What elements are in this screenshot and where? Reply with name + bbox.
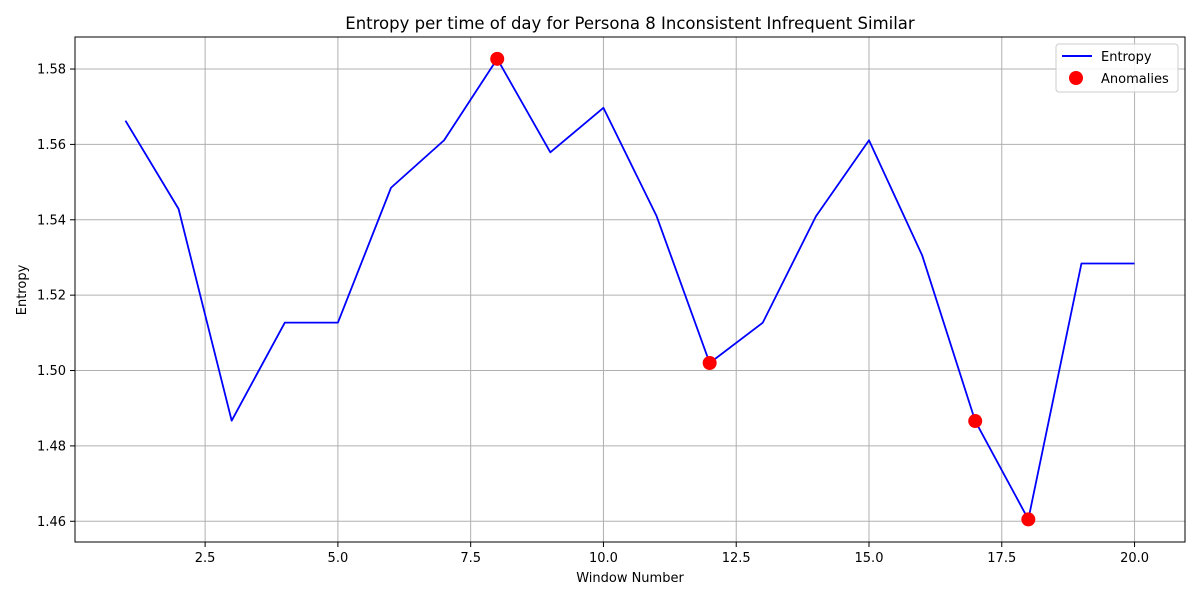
legend: Entropy Anomalies — [1055, 43, 1179, 93]
entropy-line — [124, 57, 1135, 521]
plot-frame — [74, 36, 1186, 543]
x-tick-label: 10.0 — [589, 551, 618, 566]
legend-entropy-label: Entropy — [1101, 50, 1152, 65]
legend-anomalies-label: Anomalies — [1101, 72, 1169, 87]
x-tick-label: 2.5 — [195, 551, 216, 566]
anomaly-point — [1021, 512, 1036, 527]
x-tick-label: 12.5 — [722, 551, 751, 566]
y-axis-title: Entropy — [15, 264, 30, 315]
x-tick-label: 5.0 — [328, 551, 349, 566]
x-axis-title: Window Number — [576, 571, 684, 586]
chart-title: Entropy per time of day for Persona 8 In… — [345, 14, 915, 33]
anomaly-point — [968, 414, 983, 429]
plot-series — [124, 51, 1135, 527]
anomaly-point — [490, 51, 505, 66]
axis-ticks: 2.5 5.0 7.5 10.0 12.5 15.0 17.5 20.0 1.46 1.48 1.5… — [37, 63, 1149, 566]
anomaly-point — [702, 355, 717, 370]
y-tick-label: 1.48 — [37, 439, 66, 454]
y-tick-label: 1.54 — [37, 213, 66, 228]
x-tick-label: 17.5 — [987, 551, 1016, 566]
x-tick-label: 15.0 — [855, 551, 884, 566]
x-tick-label: 7.5 — [460, 551, 481, 566]
legend-anomalies-swatch — [1069, 71, 1083, 85]
y-tick-label: 1.50 — [37, 364, 66, 379]
grid — [75, 37, 1185, 542]
y-tick-label: 1.46 — [37, 515, 66, 530]
y-tick-label: 1.58 — [37, 63, 66, 78]
x-tick-label: 20.0 — [1120, 551, 1149, 566]
y-tick-label: 1.56 — [37, 138, 66, 153]
y-tick-label: 1.52 — [37, 289, 66, 304]
